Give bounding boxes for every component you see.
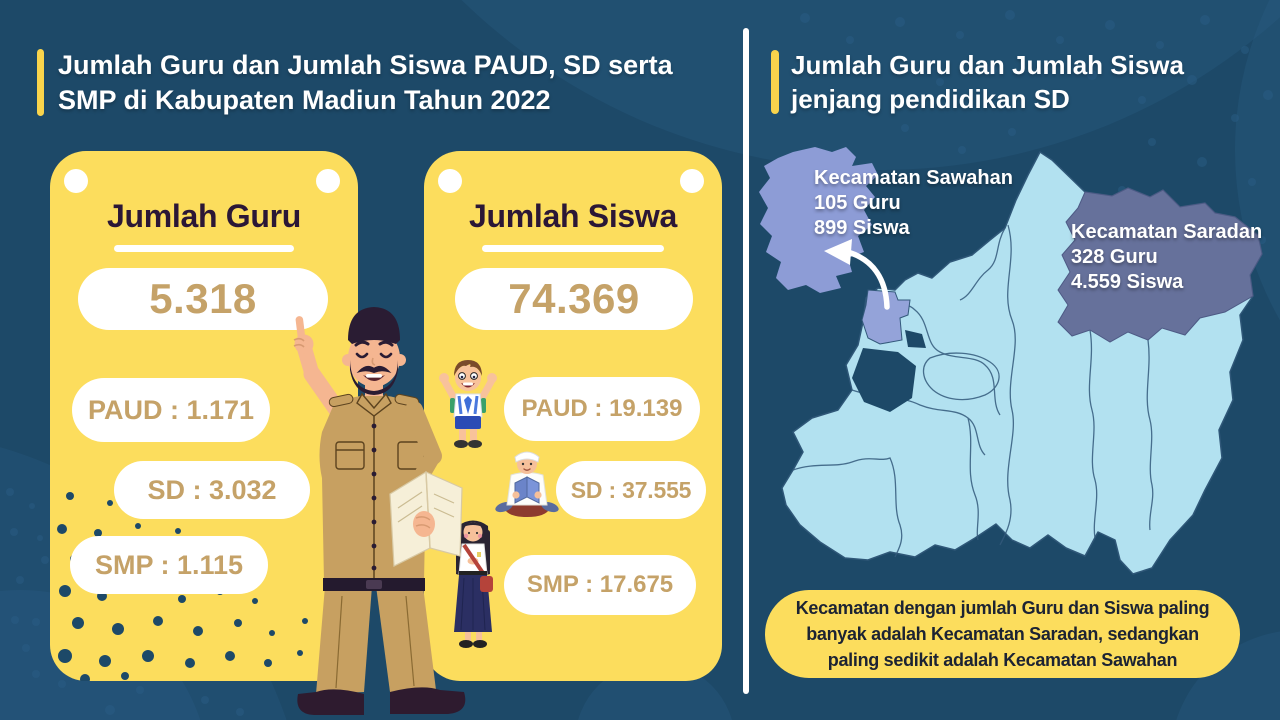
madiun-map [759, 147, 1263, 575]
guru-card-dot-pattern [57, 492, 338, 681]
siswa-title-underline [482, 245, 664, 252]
right-title-line1: Jumlah Guru dan Jumlah Siswa [791, 50, 1184, 80]
siswa-paud-pill: PAUD : 19.139 [504, 377, 700, 441]
left-title-line1: Jumlah Guru dan Jumlah Siswa PAUD, SD se… [58, 50, 673, 80]
sawahan-district [861, 289, 911, 345]
note-line1: Kecamatan dengan jumlah Guru dan Siswa p… [795, 598, 1210, 618]
right-title-accent-bar [771, 50, 779, 114]
siswa-card-title: Jumlah Siswa [468, 198, 678, 234]
saradan-region [1057, 187, 1263, 343]
saradan-name: Kecamatan Saradan [1071, 221, 1263, 243]
siswa-card-hole-right [680, 169, 704, 193]
note-line2: banyak adalah Kecamatan Saradan, sedangk… [806, 624, 1199, 644]
siswa-smp-pill: SMP : 17.675 [504, 555, 696, 615]
curved-arrow-icon [845, 249, 890, 310]
curved-arrow-head [824, 239, 852, 265]
right-panel-title: Jumlah Guru dan Jumlah Siswa jenjang pen… [791, 48, 1184, 116]
guru-paud-pill: PAUD : 1.171 [72, 378, 270, 442]
guru-card-hole-left [64, 169, 88, 193]
sawahan-label: Kecamatan Sawahan 105 Guru 899 Siswa [814, 166, 1013, 241]
guru-sd-pill: SD : 3.032 [114, 461, 310, 519]
note-line3: paling sedikit adalah Kecamatan Sawahan [827, 650, 1178, 670]
student-reading-illustration [495, 451, 559, 517]
siswa-sd-pill: SD : 37.555 [556, 461, 706, 519]
right-title-line2: jenjang pendidikan SD [791, 84, 1070, 114]
guru-card-title: Jumlah Guru [106, 198, 302, 234]
guru-total-pill: 5.318 [78, 268, 328, 330]
guru-smp-pill: SMP : 1.115 [70, 536, 268, 594]
siswa-card-hole-left [438, 169, 462, 193]
saradan-siswa: 4.559 Siswa [1071, 271, 1184, 293]
guru-title-underline [114, 245, 294, 252]
sawahan-name: Kecamatan Sawahan [814, 167, 1013, 189]
left-title-line2: SMP di Kabupaten Madiun Tahun 2022 [58, 85, 551, 115]
saradan-label: Kecamatan Saradan 328 Guru 4.559 Siswa [1071, 220, 1262, 295]
student-girl-illustration [454, 520, 493, 648]
saradan-guru: 328 Guru [1071, 246, 1158, 268]
left-title-accent-bar [37, 49, 44, 116]
student-cheering-illustration [439, 360, 497, 448]
left-panel-title: Jumlah Guru dan Jumlah Siswa PAUD, SD se… [58, 48, 673, 118]
teacher-illustration [293, 307, 466, 715]
guru-card-hole-right [316, 169, 340, 193]
siswa-total-pill: 74.369 [455, 268, 693, 330]
conclusion-note: Kecamatan dengan jumlah Guru dan Siswa p… [765, 590, 1240, 678]
section-divider [743, 28, 749, 694]
sawahan-guru: 105 Guru [814, 192, 901, 214]
sawahan-siswa: 899 Siswa [814, 217, 910, 239]
